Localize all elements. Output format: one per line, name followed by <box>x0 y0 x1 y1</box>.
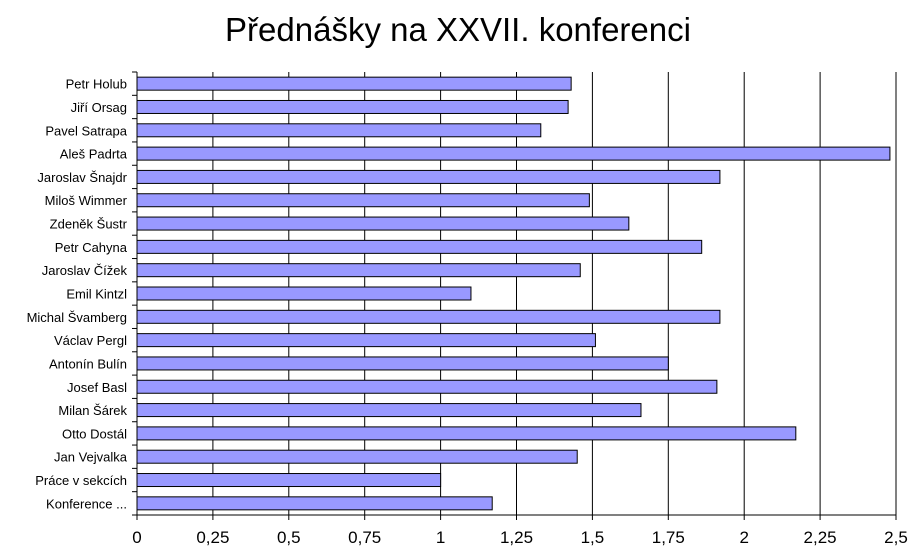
bar <box>136 99 569 114</box>
category-label: Jiří Orsag <box>71 100 127 115</box>
bar <box>136 426 797 441</box>
bar <box>136 496 493 511</box>
chart-title: Přednášky na XXVII. konferenci <box>225 11 691 48</box>
category-label: Miloš Wimmer <box>45 193 128 208</box>
x-tick-label: 1,75 <box>652 528 685 547</box>
category-label: Jaroslav Šnajdr <box>37 170 127 185</box>
bar <box>136 309 721 324</box>
x-tick-label: 2,25 <box>804 528 837 547</box>
bar <box>136 449 578 464</box>
x-tick-label: 0 <box>132 528 141 547</box>
category-label: Antonín Bulín <box>49 356 127 371</box>
category-label: Práce v sekcích <box>35 473 127 488</box>
category-label: Pavel Satrapa <box>45 123 127 138</box>
category-label: Petr Holub <box>66 77 127 92</box>
category-label: Michal Švamberg <box>27 310 127 325</box>
bar <box>136 356 669 371</box>
bar <box>136 216 630 231</box>
bar <box>136 286 472 301</box>
x-tick-label: 1 <box>436 528 445 547</box>
x-tick-label: 1,25 <box>500 528 533 547</box>
category-label: Aleš Padrta <box>60 147 128 162</box>
bar <box>136 263 581 278</box>
bar <box>136 379 718 394</box>
bar <box>136 169 721 184</box>
bar <box>136 193 590 208</box>
bar <box>136 123 542 138</box>
category-label: Jan Vejvalka <box>54 450 128 465</box>
x-tick-label: 0,75 <box>348 528 381 547</box>
category-label: Josef Basl <box>67 380 127 395</box>
category-label: Emil Kintzl <box>66 287 127 302</box>
x-tick-label: 1,5 <box>581 528 605 547</box>
x-tick-label: 2,5 <box>884 528 908 547</box>
category-label: Václav Pergl <box>54 333 127 348</box>
bar <box>136 333 596 348</box>
x-tick-label: 0,25 <box>196 528 229 547</box>
x-tick-label: 2 <box>739 528 748 547</box>
category-label: Otto Dostál <box>62 426 127 441</box>
x-tick-label: 0,5 <box>277 528 301 547</box>
category-label: Zdeněk Šustr <box>50 217 128 232</box>
bar <box>136 76 572 91</box>
bar <box>136 146 891 161</box>
bar <box>136 239 703 254</box>
bar <box>136 473 442 488</box>
category-label: Konference ... <box>46 496 127 511</box>
category-label: Milan Šárek <box>58 403 127 418</box>
category-label: Petr Cahyna <box>55 240 128 255</box>
category-label: Jaroslav Čížek <box>42 263 128 278</box>
bar <box>136 403 642 418</box>
